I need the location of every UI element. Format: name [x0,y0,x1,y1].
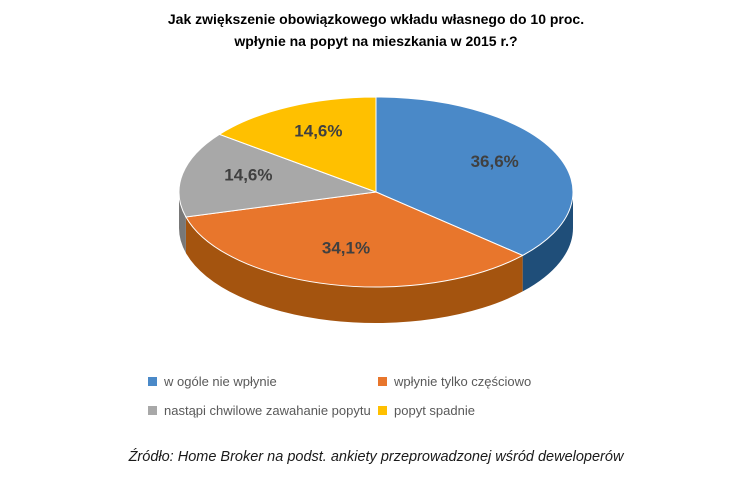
pie-label-0: 36,6% [471,152,519,171]
legend-label: nastąpi chwilowe zawahanie popytu [164,403,371,418]
legend-label: wpłynie tylko częściowo [394,374,532,389]
pie-slice-2 [178,133,377,218]
pie-label-1: 34,1% [322,238,370,257]
pie-label-2: 14,6% [224,165,272,184]
pie-label-3: 14,6% [294,121,342,140]
legend-label: w ogóle nie wpłynie [164,374,277,389]
pie-slice-side-0 [522,192,573,292]
legend-marker-orange [378,377,387,386]
chart-title: Jak zwiększenie obowiązkowego wkładu wła… [0,8,752,52]
pie-slice-0 [375,96,574,256]
legend-marker-blue [148,377,157,386]
legend-item: nastąpi chwilowe zawahanie popytu [148,403,378,418]
pie-slice-side-1 [185,216,523,323]
legend: w ogóle nie wpłynie wpłynie tylko części… [148,374,608,418]
pie-slice-1 [185,191,524,288]
pie-slice-3 [218,96,377,193]
legend-item: w ogóle nie wpłynie [148,374,378,389]
legend-item: popyt spadnie [378,403,608,418]
chart-title-line1: Jak zwiększenie obowiązkowego wkładu wła… [167,11,585,27]
legend-marker-yellow [378,406,387,415]
chart-title-line2: wpłynie na popyt na mieszkania w 2015 r.… [234,33,518,49]
legend-label: popyt spadnie [394,403,475,418]
legend-marker-gray [148,406,157,415]
legend-item: wpłynie tylko częściowo [378,374,608,389]
pie-slice-side-2 [179,192,186,253]
chart-source: Źródło: Home Broker na podst. ankiety pr… [128,449,624,465]
